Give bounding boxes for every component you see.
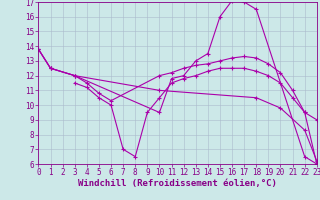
X-axis label: Windchill (Refroidissement éolien,°C): Windchill (Refroidissement éolien,°C) (78, 179, 277, 188)
